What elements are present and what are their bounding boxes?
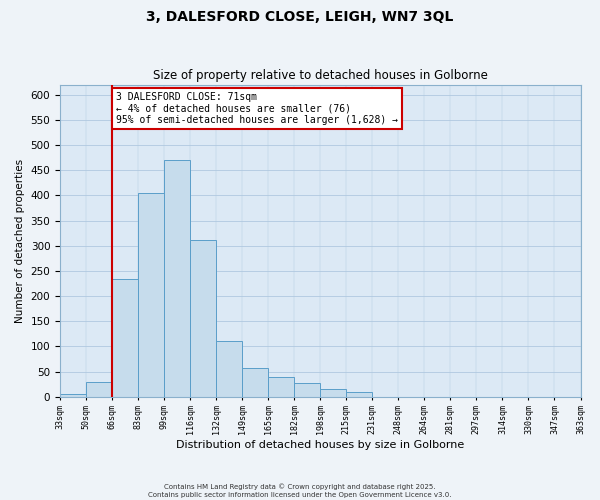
Text: Contains HM Land Registry data © Crown copyright and database right 2025.
Contai: Contains HM Land Registry data © Crown c… <box>148 484 452 498</box>
Bar <box>190 240 216 397</box>
Bar <box>112 280 138 397</box>
Bar <box>164 160 190 397</box>
Bar <box>294 383 320 397</box>
Bar <box>86 382 112 397</box>
Bar <box>60 394 86 397</box>
Bar <box>138 193 164 397</box>
Title: Size of property relative to detached houses in Golborne: Size of property relative to detached ho… <box>153 69 488 82</box>
Text: 3 DALESFORD CLOSE: 71sqm
← 4% of detached houses are smaller (76)
95% of semi-de: 3 DALESFORD CLOSE: 71sqm ← 4% of detache… <box>116 92 398 126</box>
Bar <box>320 388 346 397</box>
Bar <box>268 376 294 397</box>
Bar <box>242 368 268 397</box>
X-axis label: Distribution of detached houses by size in Golborne: Distribution of detached houses by size … <box>176 440 464 450</box>
Bar <box>346 392 373 397</box>
Text: 3, DALESFORD CLOSE, LEIGH, WN7 3QL: 3, DALESFORD CLOSE, LEIGH, WN7 3QL <box>146 10 454 24</box>
Bar <box>216 342 242 397</box>
Y-axis label: Number of detached properties: Number of detached properties <box>15 158 25 322</box>
